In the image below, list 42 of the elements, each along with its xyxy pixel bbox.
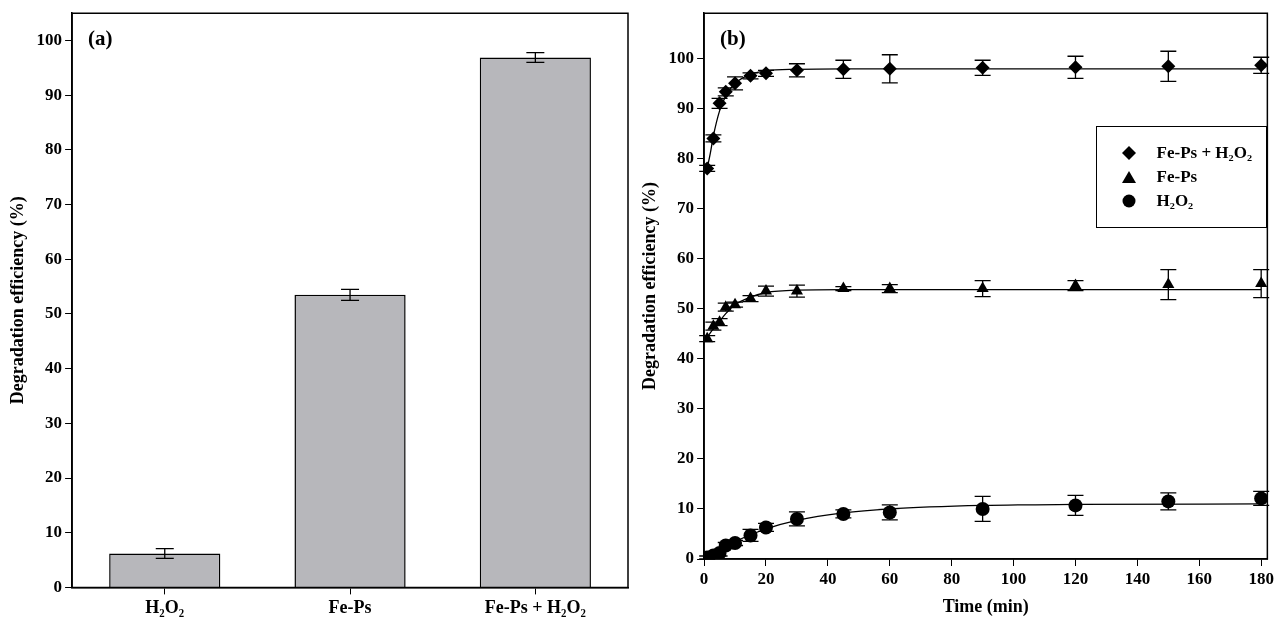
- y-tick-label: 30: [45, 412, 63, 432]
- x-tick-label: 80: [943, 568, 961, 588]
- y-tick-label: 30: [677, 398, 695, 418]
- y-tick-label: 50: [677, 298, 695, 318]
- y-tick-label: 90: [677, 97, 695, 117]
- x-tick-label: 100: [1000, 568, 1027, 588]
- x-tick-label: 180: [1248, 568, 1274, 588]
- legend-label: Fe-Ps: [1156, 166, 1198, 188]
- y-tick-label: 0: [685, 548, 695, 568]
- y-axis-title: Degradation efficiency (%): [639, 182, 661, 391]
- y-tick-label: 10: [45, 522, 63, 542]
- y-tick-label: 40: [45, 358, 63, 378]
- y-axis-title: Degradation efficiency (%): [7, 196, 29, 405]
- y-tick-label: 80: [45, 139, 63, 159]
- y-tick-label: 10: [677, 498, 695, 518]
- x-tick-label: Fe-Ps + H₂O₂: [484, 596, 586, 617]
- legend-label: Fe-Ps + H₂O₂: [1156, 142, 1252, 164]
- y-tick-label: 100: [668, 47, 695, 67]
- x-tick-label: 120: [1062, 568, 1089, 588]
- y-tick-label: 100: [36, 29, 63, 49]
- annotation: (a): [88, 26, 113, 51]
- x-tick-label: 20: [757, 568, 775, 588]
- x-tick-label: 60: [881, 568, 899, 588]
- x-axis-title: Time (min): [942, 595, 1029, 617]
- x-tick-label: H₂O₂: [145, 596, 185, 617]
- x-tick-label: Fe-Ps: [328, 596, 372, 617]
- y-tick-label: 60: [45, 248, 63, 268]
- x-tick-label: 160: [1186, 568, 1213, 588]
- y-tick-label: 50: [45, 303, 63, 323]
- x-tick-label: 40: [819, 568, 837, 588]
- y-tick-label: 20: [677, 448, 695, 468]
- x-tick-label: 0: [699, 568, 709, 588]
- y-tick-label: 70: [45, 193, 63, 213]
- y-tick-label: 80: [677, 147, 695, 167]
- y-tick-label: 90: [45, 84, 63, 104]
- x-tick-label: 140: [1124, 568, 1151, 588]
- legend-label: H₂O₂: [1156, 190, 1194, 212]
- y-tick-label: 20: [45, 467, 63, 487]
- y-tick-label: 60: [677, 247, 695, 267]
- y-tick-label: 40: [677, 348, 695, 368]
- y-tick-label: 70: [677, 197, 695, 217]
- annotation: (b): [720, 26, 746, 51]
